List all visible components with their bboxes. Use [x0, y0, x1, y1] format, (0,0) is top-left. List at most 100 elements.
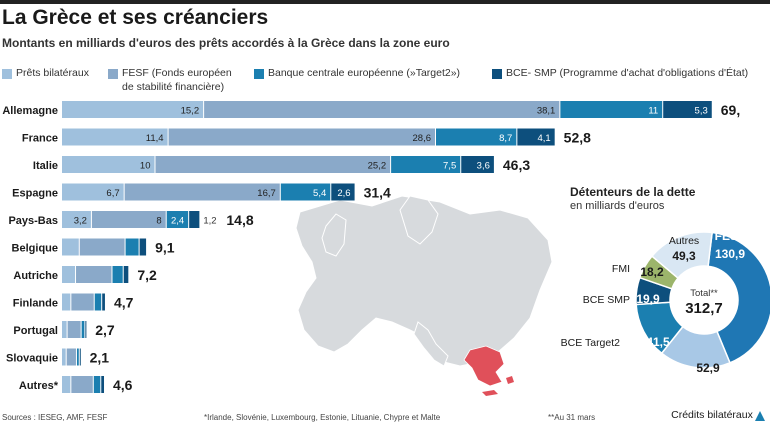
- bar-segment: [62, 128, 168, 146]
- bar-segment: [391, 156, 461, 173]
- donut-slice-value: 18,2: [640, 265, 664, 279]
- bar-segment: [85, 321, 87, 338]
- donut-slice-value: 41,5: [646, 335, 670, 349]
- bar-segment: [62, 238, 79, 256]
- bar-segment: [663, 101, 712, 118]
- legend-label: BCE- SMP (Programme d'achat d'obligation…: [506, 67, 749, 79]
- category-label: Espagne: [12, 188, 58, 200]
- bar-segment: [62, 211, 91, 228]
- bar-segment: [560, 101, 663, 118]
- category-label: Belgique: [12, 243, 58, 255]
- bar-segment: [91, 211, 166, 228]
- map-greece: [463, 345, 505, 387]
- bar-segment: [436, 128, 517, 146]
- legend-swatch: [2, 69, 12, 79]
- bar-value-label: 28,6: [413, 133, 432, 144]
- category-label: Slovaquie: [6, 353, 58, 365]
- bar-value-label: 38,1: [537, 106, 556, 117]
- bar-segment: [517, 128, 555, 146]
- afp-logo-icon: [755, 411, 765, 421]
- bar-segment: [81, 321, 85, 338]
- bar-segment: [62, 293, 71, 311]
- bar-value-label: 11: [648, 106, 658, 117]
- bar-segment: [67, 321, 81, 338]
- map-greece-islands: [482, 376, 514, 396]
- bar-total-label: 14,8: [226, 212, 253, 228]
- bar-segment: [79, 348, 81, 366]
- legend-swatch: [108, 69, 118, 79]
- category-label: Allemagne: [2, 105, 58, 117]
- donut-slice-label: Crédits bilatéraux: [671, 409, 753, 421]
- category-label: Autriche: [13, 270, 58, 282]
- donut-slice: [650, 231, 713, 280]
- category-label: France: [22, 133, 58, 145]
- bar-total-label: 4,6: [113, 377, 133, 393]
- bar-segment: [94, 293, 102, 311]
- bar-segment: [204, 101, 560, 118]
- donut-slice-label: FMI: [612, 263, 630, 275]
- bar-value-label: 5,3: [695, 106, 708, 117]
- category-label: Autres*: [19, 380, 59, 392]
- bar-value-label: 2,6: [337, 188, 350, 199]
- chart-title: La Grèce et ses créanciers: [2, 6, 269, 29]
- bar-segment: [168, 128, 435, 146]
- category-label: Portugal: [13, 325, 58, 337]
- bar-segment: [62, 266, 76, 283]
- donut-title: Détenteurs de la dette: [570, 185, 696, 199]
- legend-label: Prêts bilatéraux: [16, 67, 89, 79]
- bar-total-label: 9,1: [155, 240, 175, 256]
- bar-segment: [166, 211, 189, 228]
- bar-segment: [125, 238, 139, 256]
- donut-slice: [707, 231, 770, 364]
- legend-swatch: [254, 69, 264, 79]
- legend-label: FESF (Fonds européen: [122, 67, 232, 79]
- bar-total-label: 52,8: [564, 130, 591, 146]
- bar-segment: [62, 376, 71, 393]
- bar-value-label: 16,7: [257, 188, 276, 199]
- bar-total-label: 2,7: [95, 322, 115, 338]
- legend-label-line2: de stabilité financière): [122, 81, 225, 93]
- category-label: Italie: [33, 160, 58, 172]
- bar-segment: [76, 348, 79, 366]
- europe-map: [295, 195, 553, 396]
- bar-segment: [76, 266, 112, 283]
- bar-total-label: 7,2: [137, 267, 157, 283]
- bar-total-label: 69,: [721, 102, 740, 118]
- donut-slice-value: 52,9: [696, 361, 720, 375]
- bar-value-label: 6,7: [106, 188, 119, 199]
- donut-slice-label: Autres: [669, 235, 699, 247]
- legend-label: Banque centrale européenne (»Target2»): [268, 67, 461, 79]
- bar-total-label: 31,4: [364, 185, 391, 201]
- bar-segment: [124, 183, 280, 201]
- bar-value-label: 4,1: [537, 133, 550, 144]
- bar-value-label: 15,2: [181, 106, 200, 117]
- category-label: Pays-Bas: [8, 215, 58, 227]
- bar-segment: [331, 183, 355, 201]
- bar-segment: [280, 183, 331, 201]
- bar-value-label: 11,4: [146, 133, 164, 144]
- bar-segment: [79, 238, 125, 256]
- bar-segment: [62, 183, 124, 201]
- bar-segment: [62, 156, 155, 173]
- legend-swatch: [492, 69, 502, 79]
- donut-slice-label: BCE SMP: [583, 294, 630, 306]
- bar-total-label: 4,7: [114, 295, 134, 311]
- donut-chart: Total**312,7 FESF 130,9 Crédits bilatéraux 5…: [561, 229, 770, 421]
- donut-subtitle: en milliards d'euros: [570, 200, 665, 212]
- donut-center-value: 312,7: [685, 300, 723, 317]
- map-land-uk: [321, 213, 347, 257]
- donut-slice-label: BCE Target2: [561, 337, 620, 349]
- bar-segment: [93, 376, 101, 393]
- bar-value-label: 5,4: [313, 188, 326, 199]
- bar-segment: [139, 238, 147, 256]
- sources-note: Sources : IESEG, AMF, FESF: [2, 413, 108, 422]
- donut-slice-value: 49,3: [672, 249, 696, 263]
- bar-segment: [62, 321, 67, 338]
- bar-value-label: 25,2: [368, 161, 387, 172]
- chart-subtitle: Montants en milliards d'euros des prêts …: [2, 36, 450, 50]
- donut-slice-value: 130,9: [715, 247, 745, 261]
- bar-segment: [189, 211, 200, 228]
- bar-value-label: 7,5: [443, 161, 456, 172]
- bar-segment: [101, 376, 105, 393]
